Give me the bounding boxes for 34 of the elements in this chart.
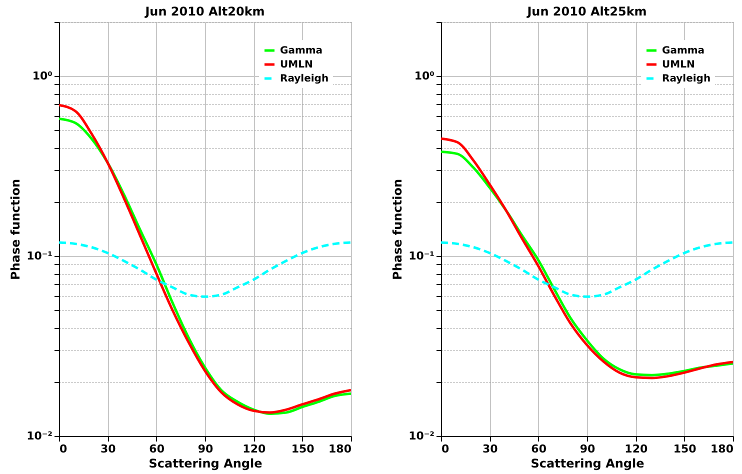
chart-title: Jun 2010 Alt25km bbox=[526, 4, 647, 18]
x-tick-label: 120 bbox=[624, 442, 648, 456]
x-tick-label: 90 bbox=[198, 442, 214, 456]
x-tick-label: 180 bbox=[328, 442, 352, 456]
x-tick-label: 150 bbox=[291, 442, 315, 456]
y-tick-label: 10⁻² bbox=[26, 430, 53, 442]
y-axis-title: Phase function bbox=[390, 179, 405, 280]
x-axis-title: Scattering Angle bbox=[530, 456, 644, 470]
x-tick-label: 120 bbox=[242, 442, 266, 456]
y-tick-label: 10⁰ bbox=[414, 70, 435, 83]
x-tick-label: 180 bbox=[710, 442, 734, 456]
x-tick-label: 60 bbox=[531, 442, 547, 456]
y-tick-label: 10⁰ bbox=[32, 70, 53, 83]
y-tick-label: 10⁻¹ bbox=[408, 250, 435, 263]
legend-label: UMLN bbox=[662, 60, 695, 70]
x-tick-label: 0 bbox=[442, 442, 450, 456]
legend-label: Gamma bbox=[280, 46, 323, 56]
line-series bbox=[59, 241, 351, 298]
x-axis-title: Scattering Angle bbox=[148, 456, 262, 470]
x-tick-label: 90 bbox=[580, 442, 596, 456]
y-tick-label: 10⁻² bbox=[408, 430, 435, 442]
line-series bbox=[441, 241, 733, 298]
x-tick-label: 150 bbox=[673, 442, 697, 456]
legend-label: Rayleigh bbox=[280, 74, 329, 84]
legend-label: Rayleigh bbox=[662, 74, 711, 84]
x-tick-label: 30 bbox=[482, 442, 498, 456]
x-tick-label: 30 bbox=[100, 442, 116, 456]
x-tick-label: 0 bbox=[60, 442, 68, 456]
chart-title: Jun 2010 Alt20km bbox=[144, 4, 265, 18]
legend-label: UMLN bbox=[280, 60, 313, 70]
x-tick-label: 60 bbox=[149, 442, 165, 456]
legend-label: Gamma bbox=[662, 46, 705, 56]
y-tick-label: 10⁻¹ bbox=[26, 250, 53, 263]
y-axis-title: Phase function bbox=[8, 179, 23, 280]
